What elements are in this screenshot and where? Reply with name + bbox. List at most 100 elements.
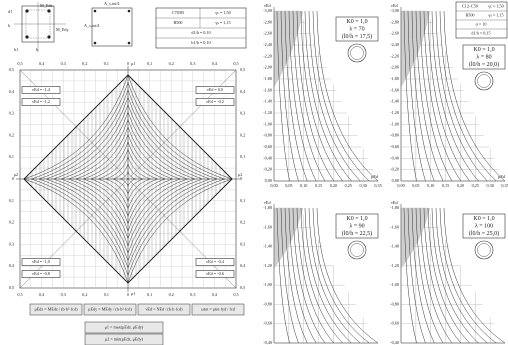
label: -0,80 [390, 301, 399, 307]
label: -1,80 [390, 76, 399, 82]
label: 0,5 [240, 285, 245, 291]
contour [82, 133, 174, 225]
corner-box [195, 86, 235, 94]
label: γc = 1,50 [215, 10, 231, 16]
label: 0,3 [9, 241, 14, 247]
column-icon [477, 74, 491, 88]
label: M_Edy [56, 27, 69, 32]
label: -1,40 [390, 99, 399, 105]
label: 0,1 [240, 154, 245, 160]
label: γc = 1,50 [488, 3, 504, 9]
label: 0,5 [9, 285, 14, 291]
label: νEd = -0,2 [206, 99, 224, 105]
curve [411, 207, 435, 344]
label: νEd = 0,0 [207, 87, 223, 93]
label: -1,40 [390, 244, 399, 250]
label: -1,20 [390, 110, 399, 116]
curve [276, 207, 290, 344]
curve [276, 10, 290, 182]
label: λ = 100 [475, 223, 493, 229]
curve [308, 207, 361, 344]
label: -2,00 [390, 65, 399, 71]
label: 0,5 [240, 67, 245, 73]
label: -1,00 [390, 282, 399, 288]
column-icon [477, 243, 491, 257]
label: -1,60 [390, 224, 399, 230]
rebar [25, 35, 29, 39]
label: μ1 [131, 291, 135, 296]
label: μEdy = MEdy / (h·b²·fcd) [88, 306, 132, 311]
param-box [462, 213, 506, 239]
label: νEd = -0,6 [206, 271, 224, 277]
rebar [93, 9, 97, 13]
label: 0,1 [147, 61, 152, 67]
label: -0,80 [390, 133, 399, 139]
label: K0 = 1,0 [473, 216, 494, 222]
label: 0,3 [61, 292, 66, 298]
label: -0,60 [263, 321, 272, 327]
label: 0,05 [285, 183, 292, 189]
column-icon [350, 46, 364, 60]
outline [23, 74, 233, 284]
label: 0,05 [412, 183, 419, 189]
corner-box [21, 86, 61, 94]
label: 0,4 [240, 89, 246, 95]
rebar [47, 35, 51, 39]
formula-box [83, 303, 137, 316]
curve [427, 207, 470, 344]
label: b1/b = 0,10 [191, 40, 210, 46]
formula-box [84, 333, 164, 345]
curve [431, 10, 479, 182]
label: d1/h = 0,10 [191, 30, 210, 36]
label: λ = 70 [349, 26, 364, 32]
curve [415, 207, 444, 344]
formula-box [84, 321, 164, 334]
label: 0,00 [270, 183, 277, 189]
label: 0,30 [359, 183, 366, 189]
label: 0,1 [104, 292, 109, 298]
label: 0,2 [169, 292, 174, 298]
label: μ2 [238, 172, 242, 177]
label: B500 [465, 12, 474, 17]
corner-box [195, 270, 235, 278]
label: 0,4 [212, 292, 218, 298]
label: -2,20 [263, 53, 272, 59]
label: 0,2 [9, 220, 14, 226]
contour [30, 81, 226, 277]
label: 0,35 [374, 183, 381, 189]
label: -1,00 [263, 121, 272, 127]
contour [105, 156, 151, 202]
curve [316, 10, 379, 182]
section-2 [91, 7, 133, 47]
formula-box [137, 303, 191, 316]
curve [304, 10, 352, 182]
curve [300, 10, 343, 182]
label: λ = 90 [349, 223, 364, 229]
label: 0,2 [240, 220, 245, 226]
label: μ1 = max(μEdz, μEdy) [105, 324, 144, 330]
contour [38, 89, 218, 269]
label: 0,00 [392, 178, 399, 184]
label: 0,5 [17, 61, 22, 67]
curve [427, 10, 470, 182]
curve [419, 207, 453, 344]
label: A_s,tot/4 [104, 1, 120, 7]
label: -2,00 [263, 65, 272, 71]
label: -1,20 [390, 263, 399, 269]
label: -2,40 [390, 42, 399, 48]
label: νEd [391, 200, 398, 205]
curve [403, 207, 417, 344]
label: γs = 1,15 [215, 20, 230, 26]
label: 0,3 [61, 61, 66, 67]
label: νEd = -0,8 [32, 271, 50, 277]
label: μEd [498, 174, 506, 179]
label: -1,80 [263, 76, 272, 82]
corner-box [21, 270, 61, 278]
label: νEd = -1,4 [32, 87, 51, 93]
corner-box [21, 258, 61, 266]
curve [403, 10, 417, 182]
label: K0 = 1,0 [473, 47, 494, 53]
label: νEd [264, 200, 271, 205]
contour [60, 111, 196, 247]
label: μEd [371, 174, 379, 179]
